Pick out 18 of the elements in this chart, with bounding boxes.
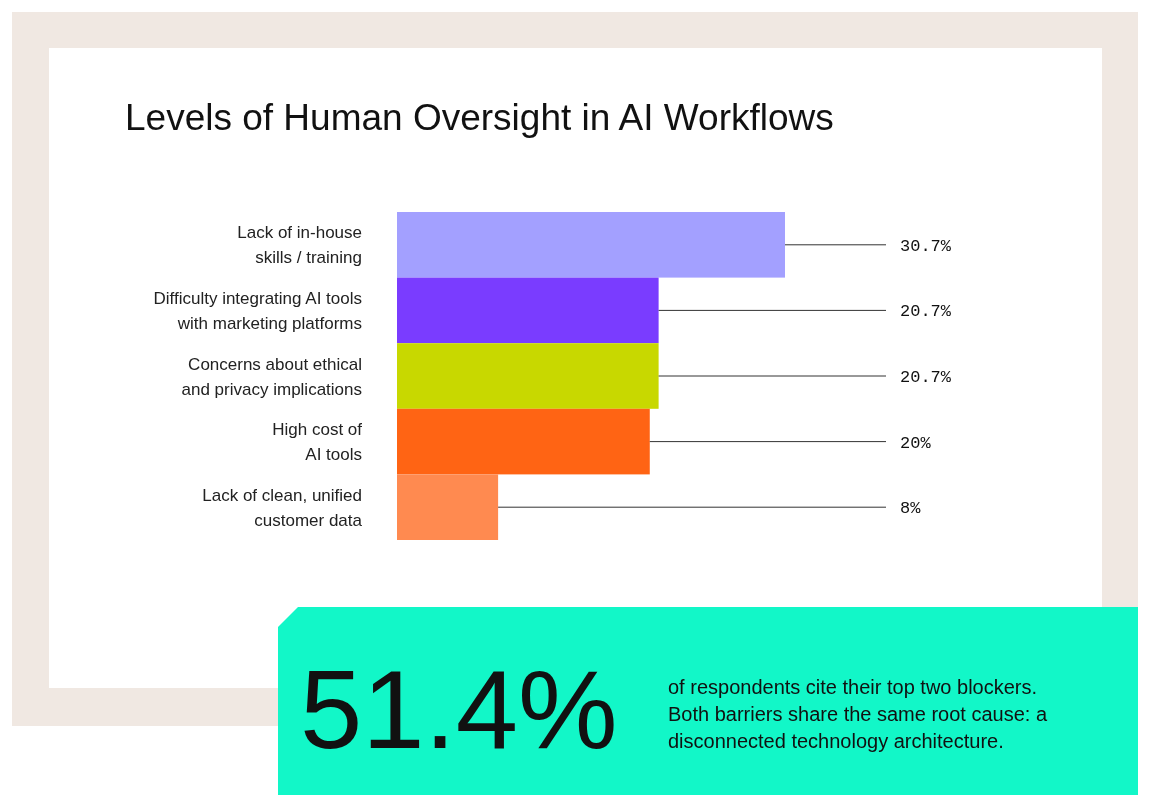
text: 51.4% <box>300 647 618 772</box>
data-label: 20% <box>900 433 932 453</box>
chart-title: Levels of Human Oversight in AI Workflows <box>125 97 834 138</box>
data-label: 30.7% <box>900 236 952 256</box>
y-tick-label: Concerns about ethical and privacy implications <box>181 354 362 399</box>
bar <box>397 343 659 409</box>
y-tick-label: High cost of AI tools <box>272 420 363 465</box>
bar <box>397 408 650 475</box>
y-tick-label: Lack of in-house skills / training <box>237 223 362 268</box>
data-label: 20.7% <box>900 302 952 322</box>
bar <box>397 277 659 344</box>
bar <box>397 474 499 540</box>
data-label: 8% <box>900 499 922 519</box>
data-label: 20.7% <box>900 368 952 387</box>
y-tick-label: Lack of clean, unified customer data <box>202 485 363 530</box>
bar <box>397 212 785 278</box>
text: of respondents cite their top two blockers. Both barriers share the same root cause: a disconnected technology architecture. <box>668 676 1048 752</box>
y-tick-label: Difficulty integrating AI tools with marketing platforms <box>153 288 362 333</box>
